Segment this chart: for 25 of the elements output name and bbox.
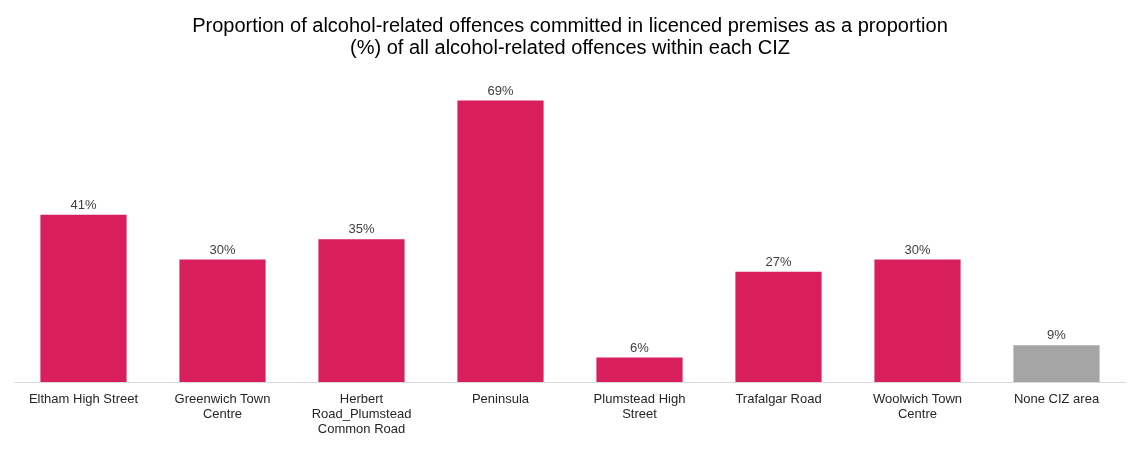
bar bbox=[318, 239, 405, 382]
data-label: 35% bbox=[348, 221, 375, 237]
x-tick-label: Trafalgar Road bbox=[735, 390, 822, 406]
x-tick-label: Woolwich Town Centre bbox=[872, 390, 963, 421]
data-label: 69% bbox=[487, 82, 514, 98]
data-label: 6% bbox=[630, 339, 650, 355]
bar bbox=[1013, 345, 1100, 382]
x-tick-label: Greenwich Town Centre bbox=[174, 390, 271, 421]
x-tick-label: None CIZ area bbox=[1013, 390, 1100, 406]
bar bbox=[596, 357, 683, 382]
x-tick-label: Plumstead High Street bbox=[593, 390, 686, 421]
bar bbox=[179, 259, 266, 382]
data-label: 30% bbox=[209, 241, 236, 257]
x-tick-label: Herbert Road_Plumstead Common Road bbox=[311, 390, 412, 436]
bar bbox=[40, 214, 127, 382]
x-tick-label: Eltham High Street bbox=[28, 390, 139, 406]
bar bbox=[457, 100, 544, 382]
bar bbox=[735, 271, 822, 382]
x-tick-label: Peninsula bbox=[471, 390, 530, 406]
chart-title: Proportion of alcohol-related offences committed in licenced premises as a proportion (%) of all alcohol-related offences within each CIZ bbox=[192, 14, 948, 58]
data-label: 9% bbox=[1047, 327, 1067, 343]
data-label: 27% bbox=[765, 253, 792, 269]
data-label: 41% bbox=[70, 196, 97, 212]
data-label: 30% bbox=[904, 241, 931, 257]
bar bbox=[874, 259, 961, 382]
